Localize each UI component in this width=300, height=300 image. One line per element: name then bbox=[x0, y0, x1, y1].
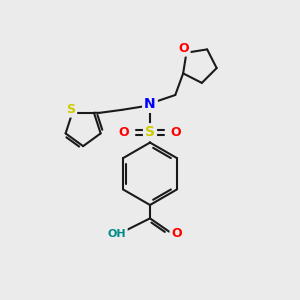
Text: O: O bbox=[178, 42, 189, 55]
Text: S: S bbox=[66, 103, 75, 116]
Text: O: O bbox=[119, 126, 130, 139]
Text: N: N bbox=[144, 97, 156, 111]
Text: OH: OH bbox=[107, 229, 126, 239]
Text: O: O bbox=[171, 227, 182, 240]
Text: S: S bbox=[145, 125, 155, 139]
Text: O: O bbox=[170, 126, 181, 139]
